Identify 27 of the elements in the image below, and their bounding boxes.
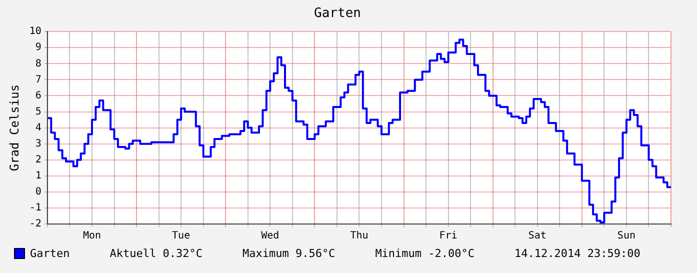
- y-tick-label: 5: [35, 106, 42, 118]
- legend-label: Garten: [30, 247, 70, 260]
- y-tick-label: 0: [35, 186, 42, 198]
- y-tick-label: 10: [29, 26, 42, 38]
- y-tick-label: 1: [35, 170, 42, 182]
- x-tick-label: Sat: [528, 230, 546, 242]
- y-tick-label: -2: [29, 218, 42, 230]
- y-tick-label: 9: [35, 42, 42, 54]
- x-tick-label: Wed: [261, 230, 280, 242]
- x-tick-label: Sun: [617, 230, 636, 242]
- y-tick-label: 3: [35, 138, 42, 150]
- x-tick-label: Thu: [350, 230, 368, 242]
- text: 14.12.2014 23:59:00: [514, 247, 640, 260]
- x-tick-label: Mon: [82, 230, 102, 242]
- y-tick-label: 8: [35, 58, 42, 70]
- text: Maximum 9.56°C: [242, 247, 336, 260]
- chart-title: Garten: [314, 6, 361, 22]
- x-tick-label: Fri: [439, 230, 458, 242]
- y-tick-label: 4: [35, 122, 42, 134]
- y-axis-title: Grad Celsius: [7, 84, 22, 172]
- y-tick-label: 2: [35, 154, 42, 166]
- y-tick-label: -1: [29, 202, 42, 214]
- y-tick-label: 7: [35, 74, 42, 86]
- y-tick-label: 6: [35, 90, 42, 102]
- text: Aktuell 0.32°C: [110, 247, 202, 260]
- text: Minimum -2.00°C: [375, 247, 475, 260]
- x-tick-label: Tue: [172, 230, 190, 242]
